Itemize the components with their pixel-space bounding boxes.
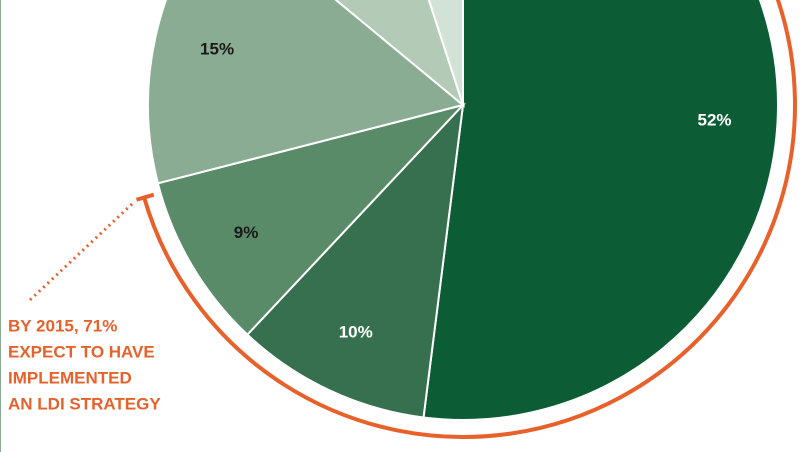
pie-slice	[427, 0, 464, 106]
annotation: EXPECT TO HAVE	[8, 342, 155, 361]
pie-slice	[147, 0, 466, 185]
arc-tick	[135, 192, 155, 202]
slice-label: 15%	[200, 40, 234, 59]
pointer	[28, 202, 134, 302]
annotation: AN LDI STRATEGY	[8, 394, 161, 413]
slice-label: 52%	[697, 110, 731, 129]
annotation: BY 2015, 71%	[8, 316, 117, 335]
slice-label: 10%	[339, 323, 373, 342]
pie-slice	[334, 0, 466, 108]
pie-slice	[422, 0, 779, 421]
annotation: IMPLEMENTED	[8, 368, 132, 387]
highlight-arc	[142, 0, 797, 439]
slice-label: 9%	[234, 223, 259, 242]
pie-slice	[245, 102, 465, 419]
pie-slice	[156, 103, 467, 337]
